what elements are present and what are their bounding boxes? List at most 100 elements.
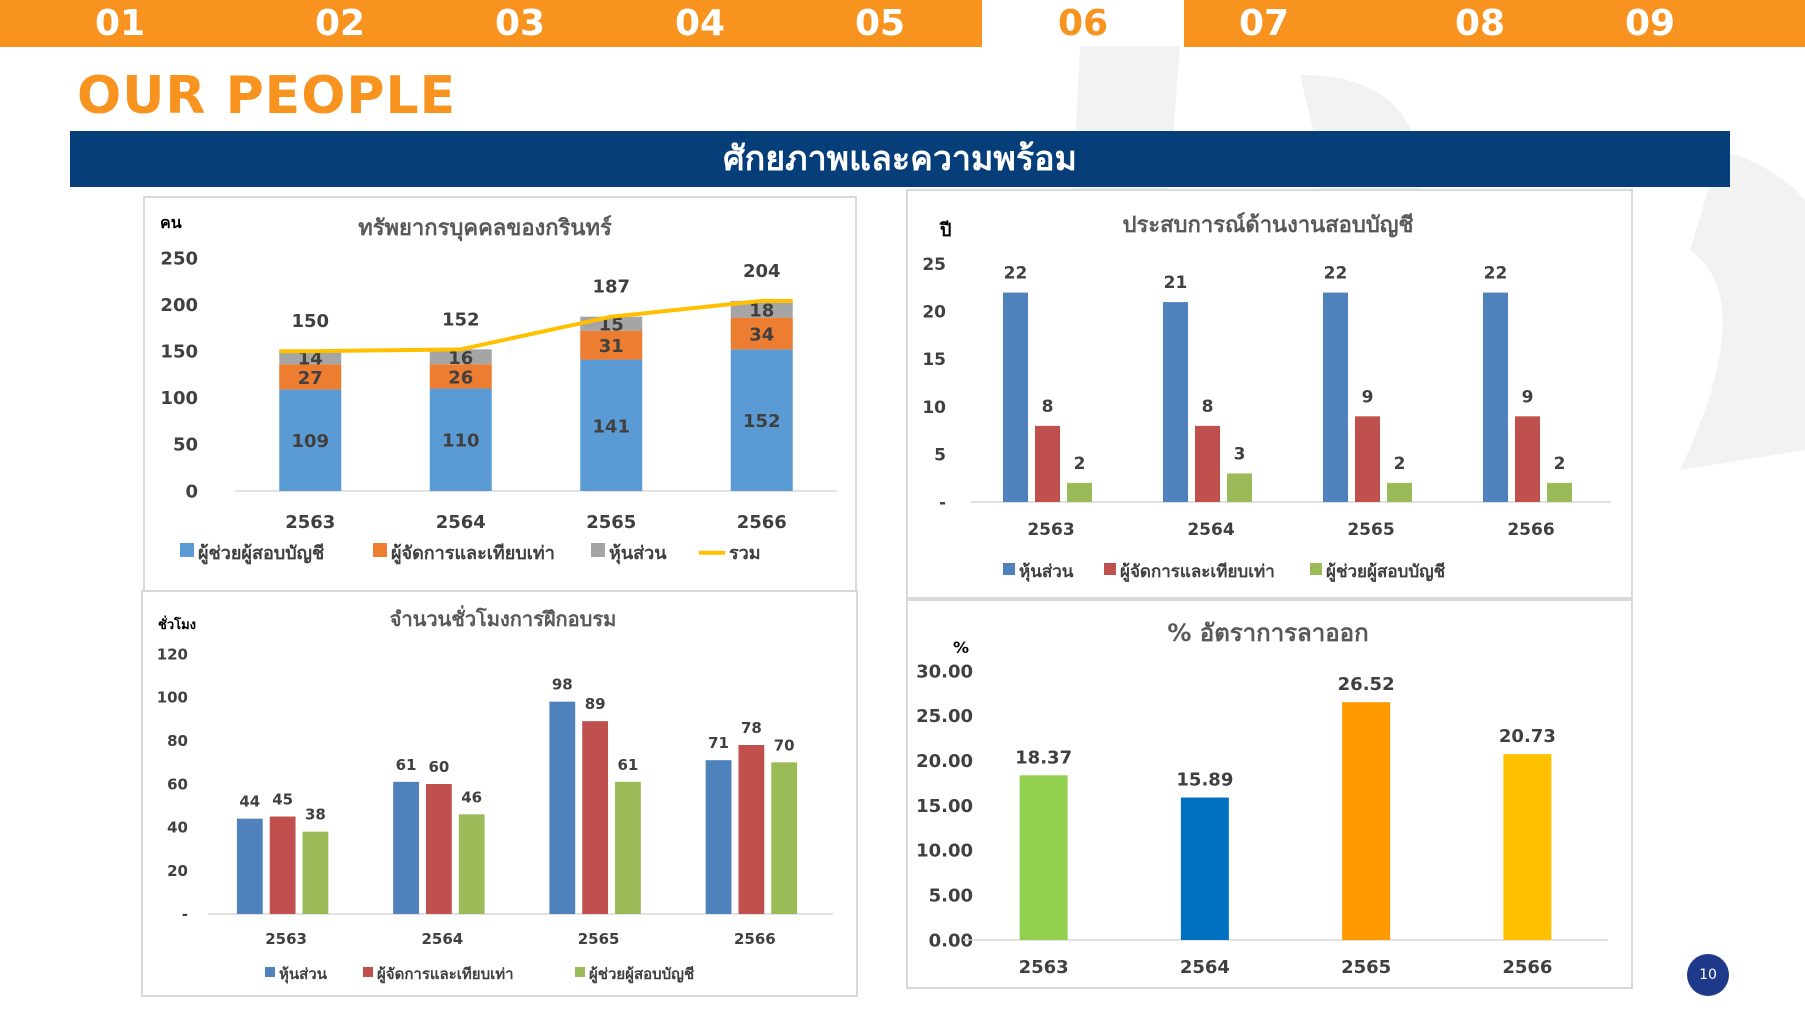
page-title: OUR PEOPLE xyxy=(77,66,457,126)
bar xyxy=(1483,292,1508,502)
legend-label: หุ้นส่วน xyxy=(609,543,667,565)
bar xyxy=(1019,775,1068,940)
y-tick-label: 30.00 xyxy=(916,661,973,682)
y-tick-label: - xyxy=(182,905,188,923)
x-tick-label: 2565 xyxy=(578,930,620,948)
tab-08[interactable]: 08 xyxy=(1454,3,1506,44)
y-axis-unit-label: ชั่วโมง xyxy=(158,615,196,633)
bar xyxy=(1195,425,1220,502)
y-axis-unit-label: คน xyxy=(160,213,182,232)
data-label: 20.73 xyxy=(1499,726,1556,747)
legend-swatch xyxy=(180,543,194,557)
y-tick-label: - xyxy=(939,493,946,513)
legend-label: หุ้นส่วน xyxy=(279,965,328,984)
bar-segment xyxy=(730,349,793,491)
y-axis-unit-label: % xyxy=(953,638,969,657)
x-tick-label: 2564 xyxy=(1180,957,1230,978)
tab-04[interactable]: 04 xyxy=(674,3,726,44)
y-tick-label: 120 xyxy=(157,645,188,663)
chart-turnover: % อัตราการลาออก% 0.00 5.00 10.00 15.00 20.00 2… xyxy=(916,619,1608,978)
legend-label: ผู้ช่วยผู้สอบบัญชี xyxy=(589,965,694,984)
x-tick-label: 2565 xyxy=(1347,520,1394,540)
y-tick-label: 25.00 xyxy=(916,706,973,727)
y-axis-unit-label: ปี xyxy=(939,220,952,241)
chart-training: จำนวนชั่วโมงการฝึกอบรม ชั่วโมง - 20 40 60 80 10… xyxy=(157,604,833,984)
bar xyxy=(269,816,296,914)
tab-09[interactable]: 09 xyxy=(1624,3,1676,44)
y-tick-label: 40 xyxy=(167,819,188,837)
total-data-label: 150 xyxy=(291,311,329,332)
data-label: 18 xyxy=(749,300,774,321)
section-banner: ศักยภาพและความพร้อม xyxy=(70,131,1730,187)
y-tick-label: 250 xyxy=(160,248,198,269)
data-label: 38 xyxy=(305,806,326,824)
data-label: 78 xyxy=(741,719,762,737)
bar xyxy=(1515,416,1540,502)
total-data-label: 187 xyxy=(592,277,630,298)
data-label: 8 xyxy=(1042,397,1054,417)
data-label: 45 xyxy=(272,791,293,809)
bar-segment xyxy=(429,388,492,491)
legend-swatch xyxy=(575,967,585,977)
x-tick-label: 2563 xyxy=(265,930,307,948)
bar xyxy=(1387,482,1412,502)
bar xyxy=(1180,797,1229,940)
chart-title: ประสบการณ์ด้านงานสอบบัญชี xyxy=(1123,212,1414,238)
bar xyxy=(425,784,452,914)
legend-label: ผู้จัดการและเทียบเท่า xyxy=(377,965,514,984)
y-tick-label: 15 xyxy=(922,350,946,370)
y-tick-label: 100 xyxy=(160,388,198,409)
bar xyxy=(549,701,576,914)
tab-02[interactable]: 02 xyxy=(314,3,366,44)
chart-panel-training: จำนวนชั่วโมงการฝึกอบรม ชั่วโมง - 20 40 60 80 10… xyxy=(141,590,858,997)
y-tick-label: 0 xyxy=(185,481,198,502)
bar-segment xyxy=(730,300,793,318)
legend-swatch xyxy=(373,543,387,557)
y-tick-label: 5 xyxy=(934,445,946,465)
x-tick-label: 2566 xyxy=(737,512,787,533)
bar xyxy=(582,721,609,914)
chart-title: % อัตราการลาออก xyxy=(1167,619,1368,647)
data-label: 141 xyxy=(592,416,630,437)
tab-03[interactable]: 03 xyxy=(494,3,546,44)
data-label: 110 xyxy=(442,431,480,452)
data-label: 61 xyxy=(618,756,639,774)
data-label: 44 xyxy=(239,793,260,811)
bar xyxy=(458,814,485,914)
data-label: 21 xyxy=(1164,273,1188,293)
bar-segment xyxy=(279,351,342,365)
x-tick-label: 2564 xyxy=(1187,520,1234,540)
bar xyxy=(1503,754,1552,940)
x-tick-label: 2563 xyxy=(285,512,335,533)
y-tick-label: 150 xyxy=(160,342,198,363)
chart-workforce: ทรัพยากรบุคคลของกรินทร์ คน 0 50 100 150 200 250… xyxy=(160,213,837,565)
bar xyxy=(1003,292,1028,502)
y-tick-label: 200 xyxy=(160,295,198,316)
x-tick-label: 2563 xyxy=(1019,957,1069,978)
bar-segment xyxy=(279,364,342,390)
chart-panel-experience: ประสบการณ์ด้านงานสอบบัญชี ปี - 5 10 15 20 25 256… xyxy=(906,189,1633,599)
tab-01[interactable]: 01 xyxy=(0,0,240,44)
bar xyxy=(1067,482,1092,502)
bar xyxy=(771,762,798,914)
data-label: 71 xyxy=(708,734,729,752)
tab-06[interactable]: 06 xyxy=(982,0,1184,47)
data-label: 14 xyxy=(298,349,323,370)
tab-07[interactable]: 07 xyxy=(1238,3,1290,44)
legend-label: ผู้ช่วยผู้สอบบัญชี xyxy=(1326,561,1446,583)
data-label: 89 xyxy=(585,695,606,713)
y-tick-label: 10 xyxy=(922,398,946,418)
data-label: 26 xyxy=(448,367,473,388)
bar-segment xyxy=(730,317,793,350)
tab-05[interactable]: 05 xyxy=(854,3,906,44)
y-tick-label: 20.00 xyxy=(916,751,973,772)
data-label: 16 xyxy=(448,348,473,369)
legend-label: ผู้จัดการและเทียบเท่า xyxy=(391,543,555,565)
y-tick-label: 80 xyxy=(167,732,188,750)
y-tick-label: 10.00 xyxy=(916,841,973,862)
data-label: 46 xyxy=(461,788,482,806)
data-label: 2 xyxy=(1074,454,1086,474)
x-tick-label: 2564 xyxy=(436,512,486,533)
data-label: 60 xyxy=(428,758,449,776)
legend-label: หุ้นส่วน xyxy=(1019,562,1074,582)
